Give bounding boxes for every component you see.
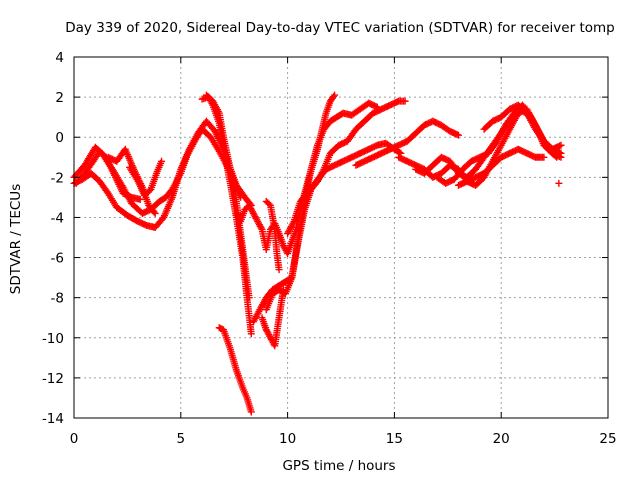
y-axis-label: SDTVAR / TECUs	[8, 184, 24, 294]
grid	[74, 57, 608, 418]
data-point	[247, 408, 255, 416]
x-tick-label: 20	[493, 431, 510, 447]
data-point	[552, 152, 560, 160]
plot-frame	[73, 56, 609, 419]
y-tick-label: -8	[51, 291, 64, 307]
y-tick-label: 4	[55, 50, 64, 66]
data-point	[257, 224, 265, 232]
y-tick-label: -2	[51, 170, 64, 186]
series-arc19	[454, 145, 548, 189]
chart-title: Day 339 of 2020, Sidereal Day-to-day VTE…	[65, 20, 614, 36]
series-arc20	[480, 101, 565, 153]
y-tick-label: -4	[51, 210, 64, 226]
series-arc18	[433, 101, 561, 187]
y-tick-label: -10	[42, 331, 64, 347]
data-point	[158, 157, 166, 165]
series-arc7	[202, 91, 253, 302]
data-point	[401, 97, 409, 105]
data-point	[151, 209, 159, 217]
series-arc8	[215, 324, 255, 416]
data-point	[555, 179, 563, 187]
y-tick-label: -12	[42, 371, 64, 387]
series-arc15	[352, 117, 462, 169]
data-point	[279, 286, 287, 294]
x-tick-label: 15	[386, 431, 403, 447]
series-arc21	[555, 179, 563, 187]
data-point	[540, 153, 548, 161]
y-tick-label: -6	[51, 251, 64, 267]
data-point	[247, 330, 255, 338]
x-axis-label: GPS time / hours	[282, 458, 395, 474]
data-point	[150, 208, 158, 216]
y-tick-label: 0	[55, 130, 64, 146]
x-tick-label: 10	[279, 431, 296, 447]
series-arc6	[198, 93, 255, 338]
data-point	[553, 153, 561, 161]
data-point	[557, 141, 565, 149]
data-point	[397, 149, 405, 157]
data-point	[557, 149, 565, 157]
series-arc13	[262, 197, 283, 274]
x-tick-label: 0	[70, 431, 79, 447]
data-point	[265, 200, 273, 208]
data-point	[330, 93, 338, 101]
series-arc12	[258, 286, 287, 350]
series-arc11	[262, 97, 409, 314]
series-arc5	[104, 145, 159, 217]
data-point	[245, 294, 253, 302]
data-point	[136, 195, 144, 203]
data-marks	[70, 91, 565, 416]
data-point	[454, 131, 462, 139]
y-tick-label: -14	[42, 411, 64, 427]
data-point	[275, 266, 283, 274]
y-axis-ticks: -14 -12 -10 -8 -6 -4 -2 0 2 4	[42, 50, 608, 427]
data-point	[331, 91, 339, 99]
x-tick-label: 5	[177, 431, 186, 447]
series-arc14	[284, 139, 405, 237]
y-tick-label: 2	[55, 90, 64, 106]
x-tick-label: 25	[599, 431, 616, 447]
x-axis-ticks: 0 5 10 15 20 25	[70, 57, 617, 447]
